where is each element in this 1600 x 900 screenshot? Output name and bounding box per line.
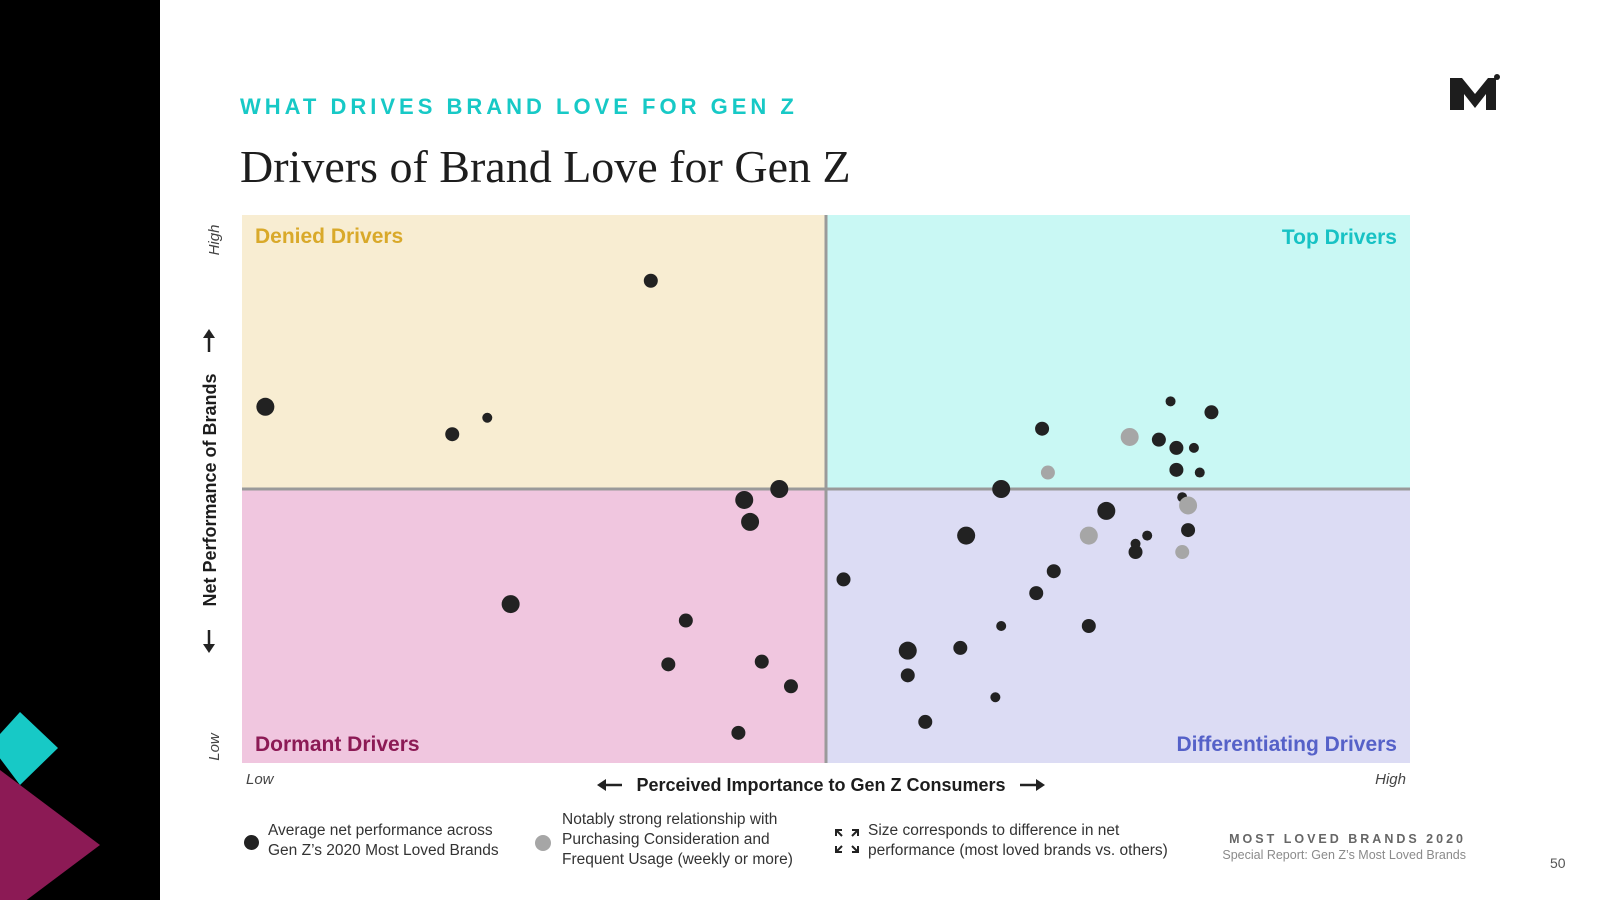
data-point	[953, 640, 968, 655]
legend-average-dot	[244, 835, 259, 850]
data-point	[957, 526, 976, 545]
legend-size-text: Size corresponds to difference in net pe…	[868, 821, 1168, 861]
data-point	[1120, 427, 1139, 446]
quadrant-denied-drivers	[242, 215, 826, 489]
data-point	[1029, 586, 1044, 601]
data-point	[992, 480, 1011, 498]
data-point	[735, 490, 754, 509]
data-point	[1097, 501, 1116, 520]
quadrant-label-dormant: Dormant Drivers	[255, 733, 420, 756]
arrow-left-icon	[597, 779, 622, 791]
x-axis-low-label: Low	[246, 771, 275, 788]
legend-average-text: Average net performance across Gen Z’s 2…	[268, 821, 499, 861]
brand-logo-icon	[1450, 74, 1500, 110]
data-point	[1142, 530, 1153, 541]
data-point	[1151, 432, 1166, 447]
data-point	[1179, 496, 1198, 515]
data-point	[661, 657, 676, 672]
y-axis-title: Net Performance of Brands	[200, 373, 220, 606]
legend-average-line1: Average net performance across	[268, 822, 493, 839]
data-point	[836, 572, 851, 587]
data-point	[1165, 396, 1176, 407]
arrow-up-icon	[203, 329, 215, 352]
teal-diamond-shape	[0, 712, 58, 785]
data-point	[990, 692, 1001, 703]
data-point	[1169, 440, 1184, 455]
expand-arrows-icon	[835, 829, 859, 853]
data-point	[741, 512, 760, 531]
magenta-diamond-shape	[0, 770, 100, 900]
data-point	[256, 397, 275, 416]
footer-brand: MOST LOVED BRANDS 2020	[1229, 832, 1466, 846]
x-axis-title: Perceived Importance to Gen Z Consumers	[636, 775, 1005, 795]
data-point	[1175, 545, 1190, 560]
quadrant-differentiating-drivers	[826, 489, 1410, 763]
legend-strong-line3: Frequent Usage (weekly or more)	[562, 851, 793, 868]
x-axis-high-label: High	[1375, 771, 1406, 788]
legend-strong-dot	[535, 835, 551, 851]
footer-subtitle: Special Report: Gen Z’s Most Loved Brand…	[1222, 848, 1466, 862]
data-point	[754, 654, 769, 669]
data-point	[1188, 442, 1199, 453]
quadrant-label-top: Top Drivers	[1282, 226, 1397, 249]
data-point	[996, 621, 1007, 631]
legend-strong-line2: Purchasing Consideration and	[562, 831, 770, 848]
arrow-down-icon	[203, 630, 215, 653]
quadrant-label-differentiating: Differentiating Drivers	[1176, 733, 1397, 756]
legend-average-line2: Gen Z’s 2020 Most Loved Brands	[268, 842, 499, 859]
data-point	[918, 714, 933, 729]
section-eyebrow: WHAT DRIVES BRAND LOVE FOR GEN Z	[240, 94, 798, 119]
page-number: 50	[1550, 855, 1566, 871]
data-points	[256, 273, 1219, 740]
data-point	[1169, 462, 1184, 477]
data-point	[1181, 523, 1196, 538]
legend-strong-line1: Notably strong relationship with	[562, 811, 778, 828]
page-title: Drivers of Brand Love for Gen Z	[240, 141, 851, 192]
data-point	[1035, 421, 1050, 436]
data-point	[1128, 545, 1143, 560]
quadrant-top-drivers	[826, 215, 1410, 489]
quadrant-dormant-drivers	[242, 489, 826, 763]
data-point	[1079, 526, 1098, 545]
data-point	[643, 273, 658, 288]
arrow-right-icon	[1020, 779, 1045, 791]
legend-size-line2: performance (most loved brands vs. other…	[868, 842, 1168, 859]
data-point	[1194, 467, 1205, 478]
data-point	[783, 679, 798, 694]
data-point	[1046, 564, 1061, 579]
data-point	[1040, 465, 1055, 480]
data-point	[770, 480, 789, 498]
data-point	[1204, 405, 1219, 420]
data-point	[731, 725, 746, 740]
data-point	[445, 427, 460, 442]
left-sidebar	[0, 0, 160, 900]
quadrant-label-denied: Denied Drivers	[255, 225, 403, 248]
decorative-diamonds	[0, 712, 100, 900]
legend-strong-text: Notably strong relationship with Purchas…	[562, 810, 793, 870]
data-point	[678, 613, 693, 628]
data-point	[898, 641, 917, 660]
data-point	[900, 668, 915, 683]
y-axis-low-label: Low	[206, 732, 223, 761]
data-point	[1081, 619, 1096, 633]
data-point	[501, 595, 520, 614]
data-point	[482, 412, 493, 423]
y-axis-high-label: High	[206, 225, 223, 256]
legend-size-line1: Size corresponds to difference in net	[868, 822, 1120, 839]
